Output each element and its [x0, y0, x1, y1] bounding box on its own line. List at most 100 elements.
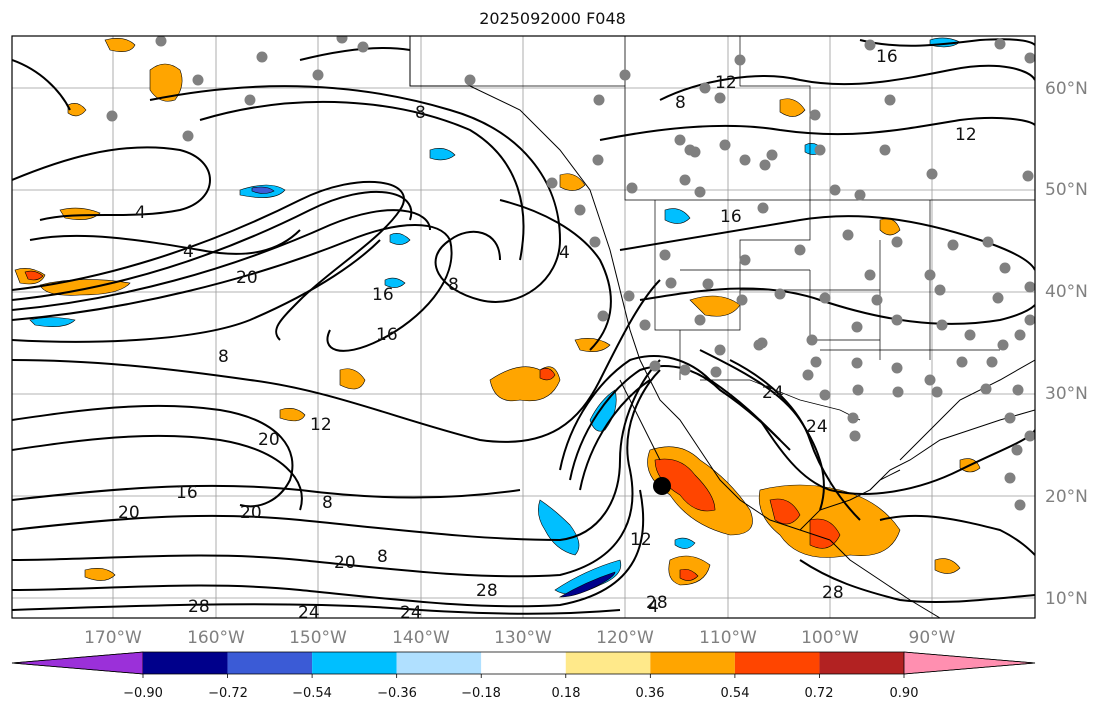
colorbar-segment	[565, 652, 651, 674]
station-dot	[849, 430, 861, 442]
contour-label: 28	[188, 597, 210, 617]
station-dot	[774, 288, 786, 300]
contour-labels: 4 4 4 4 8 8 8 8 8 8 12 12 12 12 16 16 16…	[118, 47, 977, 623]
station-dot	[864, 269, 876, 281]
lon-label-120w: 120°W	[596, 628, 654, 648]
contour-label: 12	[310, 415, 332, 435]
station-dot	[1012, 384, 1024, 396]
contour-label: 4	[648, 597, 659, 617]
station-dot	[992, 292, 1004, 304]
colorbar-segment	[819, 652, 904, 674]
colorbar-label: −0.18	[461, 686, 501, 701]
chart-title: 2025092000 F048	[479, 9, 626, 28]
station-dot	[829, 184, 841, 196]
contour-label: 24	[298, 603, 320, 623]
station-dot	[192, 74, 204, 86]
station-dot	[155, 36, 167, 47]
station-dot	[623, 290, 635, 302]
colorbar-label: 0.18	[552, 686, 581, 701]
station-dot	[892, 386, 904, 398]
station-dot	[736, 294, 748, 306]
station-dot	[759, 159, 771, 171]
station-dot	[753, 339, 765, 351]
contour-label: 8	[448, 275, 459, 295]
station-dot	[244, 94, 256, 106]
contour-label: 16	[876, 47, 898, 67]
station-dot	[926, 168, 938, 180]
contour-label: 8	[377, 547, 388, 567]
station-dot	[1024, 52, 1035, 64]
contour-label: 8	[218, 347, 229, 367]
station-dot	[891, 314, 903, 326]
storm-center-marker	[653, 477, 671, 495]
station-dot	[964, 329, 976, 341]
contour-label: 20	[334, 553, 356, 573]
station-dot	[847, 412, 859, 424]
contour-label: 8	[322, 493, 333, 513]
lat-label-10n: 10°N	[1045, 589, 1088, 609]
station-dot	[714, 92, 726, 104]
contour-label: 4	[559, 243, 570, 263]
lon-label-140w: 140°W	[392, 628, 450, 648]
contour-label: 24	[806, 417, 828, 437]
station-dot	[357, 41, 369, 53]
station-dot	[997, 339, 1009, 351]
lat-label-40n: 40°N	[1045, 282, 1088, 302]
station-dot	[694, 186, 706, 198]
colorbar-segment	[396, 652, 482, 674]
station-dot	[757, 202, 769, 214]
station-dot	[982, 236, 994, 248]
station-dot	[871, 294, 883, 306]
lon-label-100w: 100°W	[801, 628, 859, 648]
station-dot	[924, 269, 936, 281]
station-dot	[980, 383, 992, 395]
lon-label-110w: 110°W	[699, 628, 757, 648]
station-dot	[674, 134, 686, 146]
station-markers	[106, 36, 1035, 511]
contour-label: 16	[376, 325, 398, 345]
colorbar	[11, 651, 1036, 678]
station-dot	[1011, 444, 1023, 456]
station-dot	[947, 239, 959, 251]
contour-label: 24	[762, 383, 784, 403]
colorbar-labels: −0.90 −0.72 −0.54 −0.36 −0.18 0.18 0.36 …	[123, 686, 918, 701]
station-dot	[891, 236, 903, 248]
station-dot	[719, 139, 731, 151]
station-dot	[842, 229, 854, 241]
positive-shading	[14, 38, 981, 586]
lon-label-150w: 150°W	[289, 628, 347, 648]
lat-label-20n: 20°N	[1045, 487, 1088, 507]
colorbar-segment	[227, 652, 313, 674]
station-dot	[879, 144, 891, 156]
station-dot	[1014, 329, 1026, 341]
station-dot	[312, 69, 324, 81]
station-dot	[592, 154, 604, 166]
station-dot	[694, 314, 706, 326]
station-dot	[597, 310, 609, 322]
station-dot	[665, 277, 677, 289]
contour-label: 28	[476, 581, 498, 601]
lon-label-90w: 90°W	[909, 628, 956, 648]
lat-label-50n: 50°N	[1045, 180, 1088, 200]
station-dot	[1024, 281, 1035, 293]
station-dot	[739, 154, 751, 166]
lon-label-160w: 160°W	[187, 628, 245, 648]
contour-label: 4	[135, 203, 146, 223]
station-dot	[1024, 314, 1035, 326]
colorbar-label: 0.36	[636, 686, 665, 701]
contour-label: 12	[630, 530, 652, 550]
station-dot	[766, 149, 778, 161]
station-dot	[852, 384, 864, 396]
station-dot	[679, 174, 691, 186]
contour-label: 24	[400, 603, 422, 623]
station-dot	[1024, 430, 1035, 442]
lat-label-60n: 60°N	[1045, 79, 1088, 99]
contour-lines	[12, 38, 1035, 615]
contour-label: 16	[176, 483, 198, 503]
station-dot	[1022, 170, 1034, 182]
colorbar-segment	[650, 652, 735, 674]
station-dot	[986, 356, 998, 368]
station-dot	[714, 344, 726, 356]
station-dot	[924, 374, 936, 386]
contour-label: 16	[720, 207, 742, 227]
